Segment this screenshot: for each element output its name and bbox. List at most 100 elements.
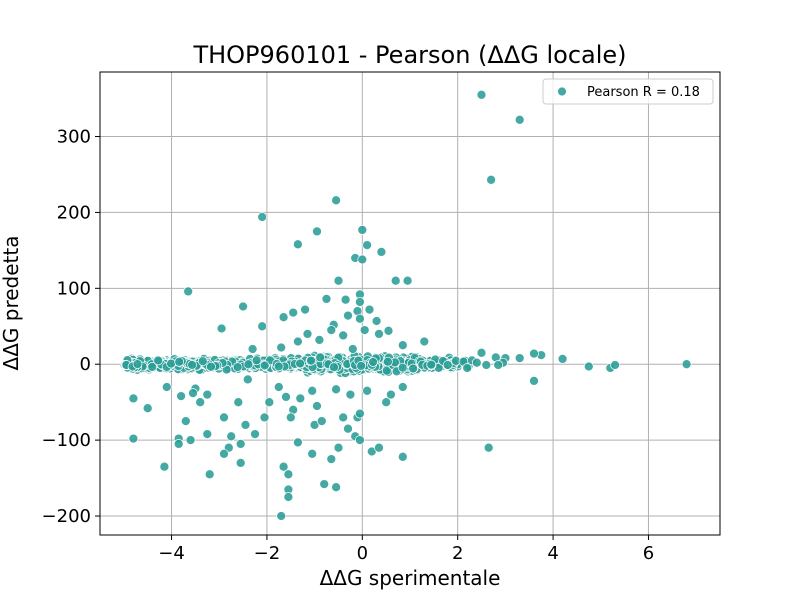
data-point <box>319 479 330 489</box>
data-point <box>529 348 539 359</box>
data-point <box>419 336 430 347</box>
points-layer <box>119 89 692 521</box>
data-point <box>147 362 158 372</box>
data-point <box>483 442 494 453</box>
data-point <box>276 342 287 353</box>
data-point <box>326 325 337 335</box>
data-point <box>362 385 372 396</box>
data-point <box>383 356 393 367</box>
data-point <box>381 397 392 408</box>
y-tick-label: 300 <box>57 127 91 148</box>
data-point <box>257 212 268 222</box>
data-point <box>383 325 394 336</box>
data-point <box>293 437 303 448</box>
data-point <box>476 347 487 358</box>
legend-box <box>542 78 714 105</box>
data-point <box>355 408 365 419</box>
data-point <box>321 294 332 304</box>
data-point <box>166 358 176 369</box>
data-point <box>374 329 384 339</box>
data-point <box>343 310 353 321</box>
data-point <box>142 403 153 414</box>
data-point <box>557 354 568 364</box>
data-point <box>206 361 216 372</box>
x-tick-label: −2 <box>254 543 281 564</box>
data-point <box>187 360 197 370</box>
data-point <box>355 297 365 307</box>
data-point <box>295 358 305 369</box>
data-point <box>481 360 492 370</box>
data-point <box>159 461 170 472</box>
data-point <box>185 435 196 445</box>
data-point <box>132 359 143 369</box>
data-point <box>338 412 349 423</box>
data-point <box>331 482 341 493</box>
data-point <box>243 359 254 370</box>
data-point <box>426 359 437 370</box>
data-point <box>356 361 366 371</box>
data-point <box>174 356 185 367</box>
data-point <box>293 336 303 347</box>
data-point <box>514 114 525 125</box>
data-point <box>315 352 326 363</box>
data-point <box>264 397 275 408</box>
data-point <box>278 461 289 472</box>
data-point <box>219 412 229 423</box>
y-tick-label: 200 <box>57 202 91 223</box>
data-point <box>368 357 378 367</box>
data-point <box>295 393 306 404</box>
data-point <box>331 384 341 395</box>
data-point <box>283 469 294 480</box>
data-point <box>173 439 184 449</box>
data-point <box>514 353 525 363</box>
data-point <box>462 363 473 373</box>
x-tick-label: 4 <box>547 543 558 564</box>
data-point <box>259 360 270 371</box>
data-point <box>276 511 287 521</box>
data-point <box>333 442 344 453</box>
data-point <box>176 391 186 401</box>
x-axis-label: ΔΔG sperimentale <box>320 566 501 590</box>
data-point <box>235 458 246 468</box>
x-tick-label: 2 <box>452 543 463 564</box>
data-point <box>128 433 139 444</box>
data-point <box>442 360 453 370</box>
data-point <box>371 316 382 326</box>
data-point <box>386 389 396 400</box>
data-point <box>188 388 198 398</box>
data-point <box>343 423 353 434</box>
data-point <box>355 435 365 445</box>
data-point <box>471 357 482 368</box>
data-point <box>273 382 284 392</box>
data-point <box>402 275 413 286</box>
data-point <box>397 382 408 392</box>
data-point <box>219 448 229 459</box>
data-point <box>235 439 246 449</box>
legend: Pearson R = 0.18 <box>542 78 714 105</box>
data-point <box>240 420 251 430</box>
data-point <box>306 355 316 366</box>
data-point <box>183 286 194 297</box>
data-point <box>357 254 368 265</box>
data-point <box>390 275 401 286</box>
data-point <box>359 325 370 335</box>
data-point <box>242 374 253 385</box>
data-point <box>216 323 227 334</box>
legend-marker <box>557 86 567 97</box>
data-point <box>331 195 341 206</box>
data-point <box>293 239 303 250</box>
x-tick-label: −4 <box>158 543 185 564</box>
y-tick-label: 100 <box>57 278 91 299</box>
x-tick-label: 0 <box>357 543 368 564</box>
legend-label: Pearson R = 0.18 <box>587 85 700 100</box>
data-point <box>195 397 206 408</box>
data-point <box>397 362 408 373</box>
data-point <box>329 362 339 373</box>
data-point <box>307 448 318 459</box>
y-tick-label: −200 <box>42 506 91 527</box>
data-point <box>128 393 139 404</box>
y-tick-label: 0 <box>80 354 91 375</box>
data-point <box>312 401 322 411</box>
data-point <box>250 429 260 439</box>
data-point <box>493 360 504 370</box>
